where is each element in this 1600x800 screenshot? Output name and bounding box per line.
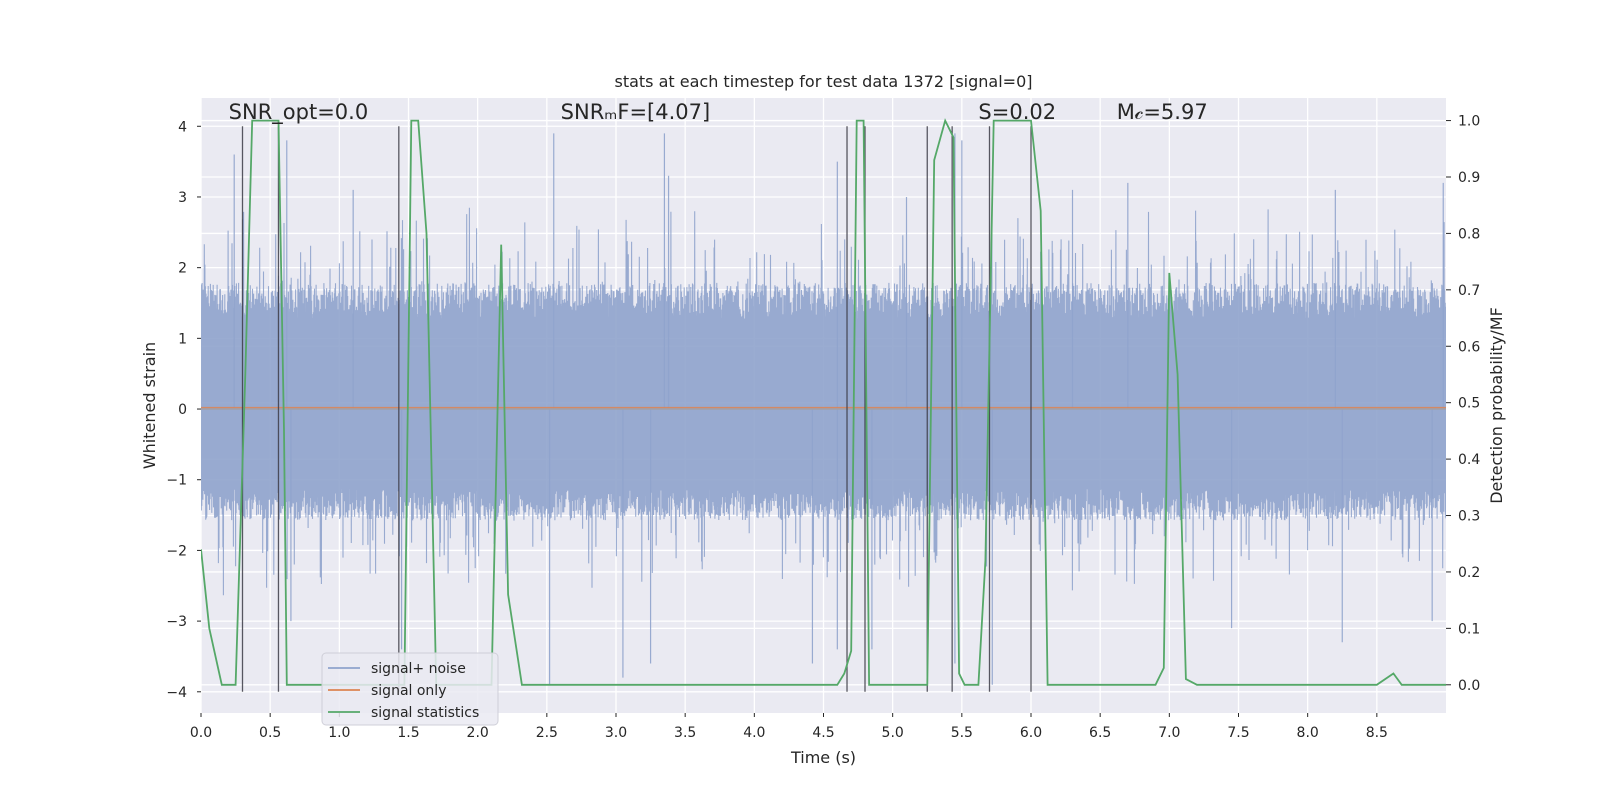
y2-tick-label: 0.1 bbox=[1458, 621, 1480, 637]
y-tick-label: 4 bbox=[178, 119, 187, 135]
annotations: SNR_opt=0.0 SNRₘF=[4.07] S=0.02 M𝒸=5.97 bbox=[229, 100, 1208, 125]
x-tick-label: 2.5 bbox=[536, 725, 558, 741]
y-tick-label: 2 bbox=[178, 261, 187, 277]
x-tick-label: 6.0 bbox=[1020, 725, 1042, 741]
x-tick-label: 1.5 bbox=[397, 725, 419, 741]
y2-tick-label: 1.0 bbox=[1458, 114, 1480, 130]
legend-label: signal only bbox=[371, 683, 446, 699]
y2-tick-label: 0.4 bbox=[1458, 452, 1480, 468]
x-tick-label: 6.5 bbox=[1089, 725, 1111, 741]
x-tick-label: 1.0 bbox=[328, 725, 350, 741]
x-tick-label: 8.5 bbox=[1366, 725, 1388, 741]
y2-axis-label: Detection probability/MF bbox=[1487, 307, 1506, 504]
y-tick-label: −2 bbox=[166, 543, 187, 559]
x-tick-label: 0.0 bbox=[190, 725, 212, 741]
y2-tick-label: 0.6 bbox=[1458, 339, 1480, 355]
x-tick-label: 7.0 bbox=[1158, 725, 1180, 741]
axis-ticks: 0.0 0.5 1.0 1.5 2.0 2.5 3.0 3.5 4.0 4.5 5.0 5.5 6.0 6… bbox=[166, 114, 1480, 741]
x-tick-label: 7.5 bbox=[1227, 725, 1249, 741]
x-tick-label: 5.0 bbox=[882, 725, 904, 741]
legend: signal+ noise signal only signal statistic… bbox=[321, 652, 499, 726]
y2-tick-label: 0.9 bbox=[1458, 170, 1480, 186]
marker-lines bbox=[241, 126, 1032, 692]
series-signal-only bbox=[201, 406, 1446, 410]
y2-tick-label: 0.5 bbox=[1458, 396, 1480, 412]
x-tick-label: 3.5 bbox=[674, 725, 696, 741]
x-tick-label: 5.5 bbox=[951, 725, 973, 741]
y2-tick-label: 0.2 bbox=[1458, 565, 1480, 581]
y-tick-label: −4 bbox=[166, 685, 187, 701]
annotation-s-stat: S=0.02 bbox=[978, 100, 1056, 124]
y2-tick-label: 0.0 bbox=[1458, 678, 1480, 694]
annotation-mc: M𝒸=5.97 bbox=[1117, 100, 1208, 124]
legend-label: signal+ noise bbox=[371, 661, 466, 677]
x-tick-label: 8.0 bbox=[1297, 725, 1319, 741]
y2-tick-label: 0.8 bbox=[1458, 226, 1480, 242]
y-axis-label: Whitened strain bbox=[140, 342, 159, 469]
chart-title: stats at each timestep for test data 137… bbox=[614, 72, 1032, 91]
annotation-snr-mf: SNRₘF=[4.07] bbox=[561, 100, 711, 124]
x-tick-label: 3.0 bbox=[605, 725, 627, 741]
series-signal-statistics bbox=[201, 118, 1446, 686]
y2-tick-label: 0.7 bbox=[1458, 283, 1480, 299]
x-tick-label: 2.0 bbox=[467, 725, 489, 741]
y-tick-label: 0 bbox=[178, 402, 187, 418]
x-tick-label: 4.0 bbox=[743, 725, 765, 741]
x-tick-label: 0.5 bbox=[259, 725, 281, 741]
legend-box bbox=[321, 652, 499, 726]
y-tick-label: −1 bbox=[166, 473, 187, 489]
x-axis-label: Time (s) bbox=[790, 748, 856, 767]
x-tick-label: 4.5 bbox=[812, 725, 834, 741]
legend-label: signal statistics bbox=[371, 705, 479, 721]
y-tick-label: 3 bbox=[178, 190, 187, 206]
y-tick-label: 1 bbox=[178, 331, 187, 347]
y-tick-label: −3 bbox=[166, 614, 187, 630]
y2-tick-label: 0.3 bbox=[1458, 509, 1480, 525]
stats-line bbox=[201, 118, 1446, 686]
annotation-snr-opt: SNR_opt=0.0 bbox=[229, 100, 369, 125]
